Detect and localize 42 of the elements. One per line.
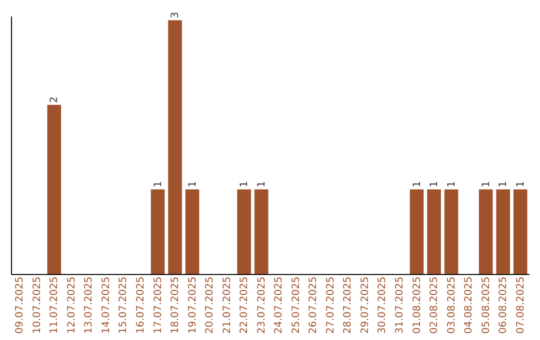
data-label: 3 xyxy=(170,12,182,18)
x-tick-label: 05.08.2025 xyxy=(480,276,492,334)
x-tick-label: 16.07.2025 xyxy=(136,276,146,334)
x-tick-label: 17.07.2025 xyxy=(152,276,164,334)
x-tick-label: 09.07.2025 xyxy=(14,276,26,334)
x-tick-label: 12.07.2025 xyxy=(66,276,78,334)
data-label: 1 xyxy=(498,181,510,188)
data-label: 1 xyxy=(446,181,458,188)
x-tick-label: 07.08.2025 xyxy=(515,276,526,334)
x-tick-label: 15.07.2025 xyxy=(118,276,130,334)
data-label: 1 xyxy=(187,181,198,188)
x-tick-label: 03.08.2025 xyxy=(446,276,458,334)
x-tick-label: 18.07.2025 xyxy=(170,276,182,334)
data-label: 1 xyxy=(429,181,440,188)
x-tick-label: 10.07.2025 xyxy=(32,276,43,334)
data-label: 1 xyxy=(256,181,268,188)
data-label: 2 xyxy=(49,96,60,103)
x-tick-label: 02.08.2025 xyxy=(429,276,440,334)
x-tick-label: 13.07.2025 xyxy=(84,276,95,334)
x-tick-label: 30.07.2025 xyxy=(377,276,388,334)
x-tick-label: 27.07.2025 xyxy=(325,276,336,334)
x-tick-label: 29.07.2025 xyxy=(360,276,371,334)
x-tick-label: 19.07.2025 xyxy=(187,276,198,334)
data-label: 1 xyxy=(412,181,423,188)
x-tick-label: 01.08.2025 xyxy=(412,276,423,334)
data-label: 1 xyxy=(480,181,492,188)
x-tick-label: 21.07.2025 xyxy=(222,276,233,334)
data-label: 1 xyxy=(239,181,250,188)
x-tick-label: 26.07.2025 xyxy=(308,276,320,334)
data-label: 1 xyxy=(152,181,164,188)
x-tick-label: 24.07.2025 xyxy=(274,276,285,334)
x-tick-label: 06.08.2025 xyxy=(498,276,510,334)
x-tick-label: 14.07.2025 xyxy=(100,276,112,334)
x-tick-label: 20.07.2025 xyxy=(204,276,216,334)
x-tick-label: 28.07.2025 xyxy=(342,276,354,334)
x-tick-label: 23.07.2025 xyxy=(256,276,268,334)
x-tick-label: 04.08.2025 xyxy=(464,276,475,334)
x-tick-label: 25.07.2025 xyxy=(290,276,302,334)
data-label: 1 xyxy=(515,181,526,188)
x-tick-label: 11.07.2025 xyxy=(49,276,60,334)
x-tick-label: 22.07.2025 xyxy=(239,276,250,334)
x-tick-label: 31.07.2025 xyxy=(394,276,406,334)
